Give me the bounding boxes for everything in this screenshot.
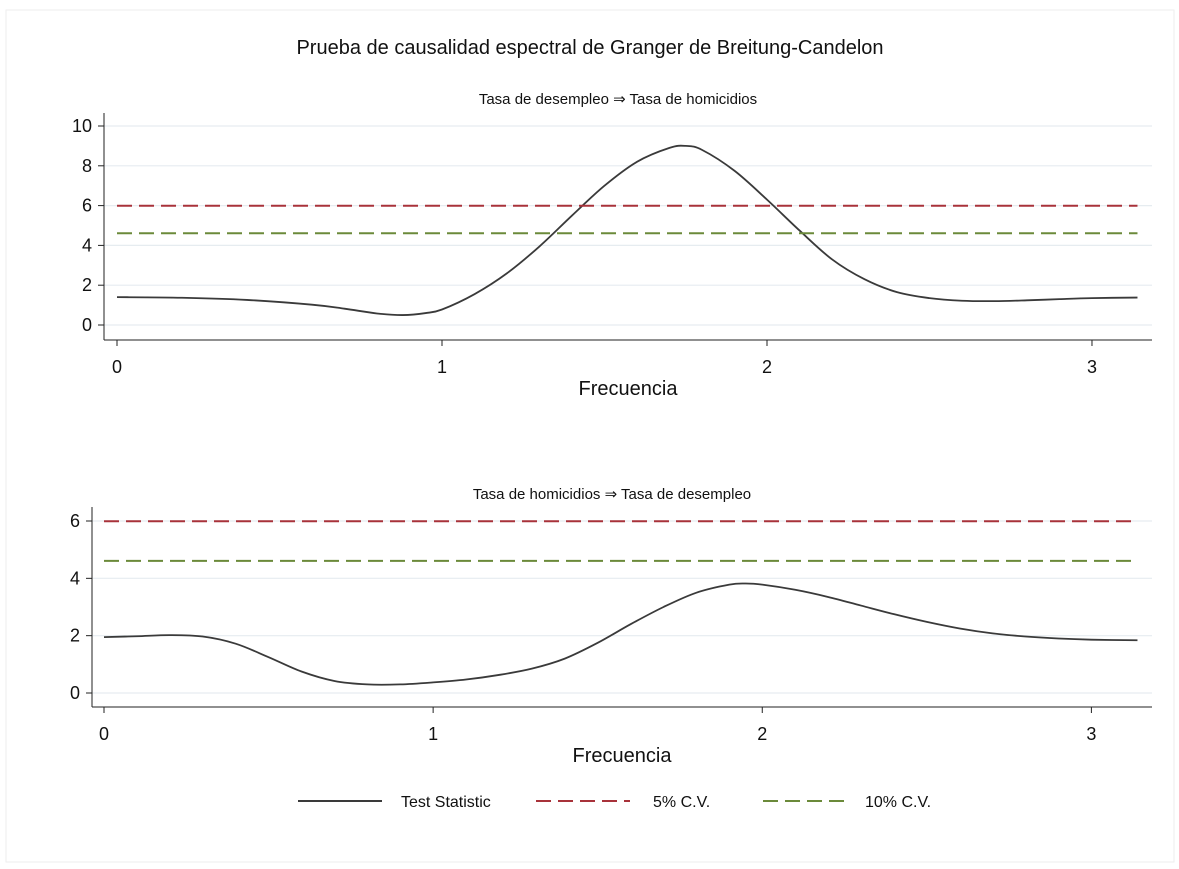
series-line-test-statistic (103, 582, 1138, 686)
x-tick-label: 1 (437, 357, 447, 377)
chart-legend: Test Statistic 5% C.V. 10% C.V. (298, 794, 931, 811)
legend-label: Test Statistic (401, 794, 491, 811)
x-tick-label: 2 (757, 724, 767, 744)
series-line-test-statistic (116, 144, 1138, 316)
chart-panels: Tasa de desempleo ⇒ Tasa de homicidios 0 2… (70, 91, 1152, 767)
x-axis-label: Frecuencia (579, 378, 679, 400)
y-tick-label: 0 (70, 683, 80, 703)
chart-panel-2: Tasa de homicidios ⇒ Tasa de desempleo 0 2… (70, 486, 1152, 767)
x-tick-label: 3 (1087, 357, 1097, 377)
y-tick-label: 10 (72, 116, 92, 136)
y-tick-label: 4 (70, 568, 80, 588)
y-tick-label: 8 (82, 156, 92, 176)
y-tick-label: 4 (82, 235, 92, 255)
x-tick-label: 2 (762, 357, 772, 377)
legend-item: 10% C.V. (763, 794, 931, 811)
y-tick-label: 0 (82, 315, 92, 335)
x-axis-label: Frecuencia (573, 745, 673, 767)
chart-panel-1: Tasa de desempleo ⇒ Tasa de homicidios 0 2… (72, 91, 1152, 400)
chart-subtitle: Tasa de desempleo ⇒ Tasa de homicidios (479, 91, 757, 108)
legend-label: 10% C.V. (865, 794, 931, 811)
legend-item: 5% C.V. (536, 794, 710, 811)
chart-title: Prueba de causalidad espectral de Grange… (296, 37, 883, 59)
legend-item: Test Statistic (298, 794, 491, 811)
x-tick-label: 1 (428, 724, 438, 744)
x-tick-label: 0 (112, 357, 122, 377)
legend-label: 5% C.V. (653, 794, 710, 811)
x-tick-label: 3 (1086, 724, 1096, 744)
y-tick-label: 2 (70, 626, 80, 646)
figure-border (5, 9, 1175, 863)
y-tick-label: 6 (82, 196, 92, 216)
y-tick-label: 6 (70, 511, 80, 531)
y-tick-label: 2 (82, 275, 92, 295)
chart-subtitle: Tasa de homicidios ⇒ Tasa de desempleo (473, 486, 751, 503)
x-tick-label: 0 (99, 724, 109, 744)
